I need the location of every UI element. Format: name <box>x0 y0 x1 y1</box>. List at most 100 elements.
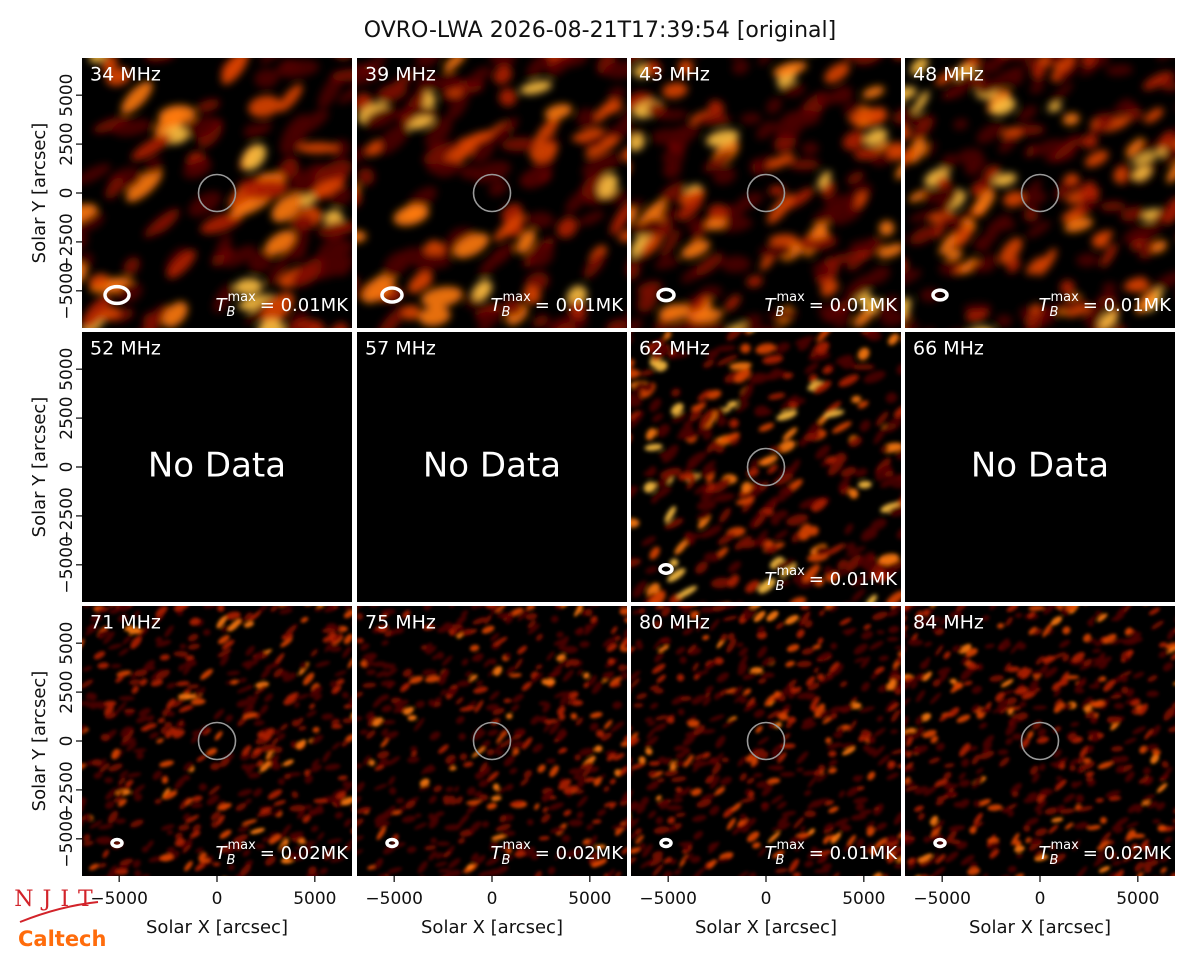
emission-blob <box>588 835 598 848</box>
emission-blob <box>183 660 193 676</box>
emission-blob <box>606 753 616 762</box>
emission-blob <box>462 628 473 636</box>
tb-max-label: TBmax = 0.02MK <box>1039 838 1173 868</box>
emission-blob <box>813 667 819 674</box>
emission-blob <box>1096 840 1110 851</box>
emission-blob <box>956 876 973 886</box>
emission-blob <box>1142 859 1159 868</box>
emission-blob <box>548 802 564 811</box>
x-tick-label: 5000 <box>293 889 336 909</box>
emission-blob <box>568 819 583 827</box>
emission-blob <box>164 625 174 638</box>
emission-blob <box>363 755 372 766</box>
emission-blob <box>519 172 543 189</box>
emission-blob <box>827 457 845 476</box>
tb-subscript: B <box>502 305 511 320</box>
emission-blob <box>576 811 584 819</box>
emission-blob <box>649 877 660 885</box>
emission-blob <box>682 786 692 795</box>
emission-blob <box>297 808 306 820</box>
emission-blob <box>1121 675 1128 683</box>
emission-blob <box>331 719 341 725</box>
emission-blob <box>455 697 464 705</box>
emission-blob <box>357 849 364 858</box>
emission-blob <box>1078 66 1096 76</box>
emission-blob <box>604 60 627 79</box>
emission-blob <box>743 702 758 712</box>
emission-blob <box>418 785 431 791</box>
solar-disk <box>472 173 512 213</box>
emission-blob <box>682 747 691 755</box>
emission-blob <box>237 677 247 683</box>
emission-blob <box>341 796 352 806</box>
emission-blob <box>592 819 602 824</box>
emission-blob <box>938 672 948 683</box>
emission-blob <box>656 778 665 783</box>
emission-blob <box>675 787 683 792</box>
emission-blob <box>1174 96 1194 113</box>
emission-blob <box>555 606 565 610</box>
emission-blob <box>466 863 474 870</box>
emission-blob <box>1099 676 1107 682</box>
emission-blob <box>720 432 740 443</box>
emission-blob <box>415 58 441 69</box>
emission-blob <box>1044 667 1058 678</box>
beam <box>656 287 676 303</box>
emission-blob <box>989 675 1004 682</box>
emission-blob <box>1177 620 1191 629</box>
emission-blob <box>891 482 901 489</box>
emission-blob <box>923 785 938 797</box>
emission-blob <box>872 611 888 621</box>
emission-blob <box>190 698 206 706</box>
emission-blob <box>816 332 833 343</box>
emission-blob <box>375 670 388 678</box>
emission-blob <box>565 875 581 886</box>
emission-blob <box>782 427 798 441</box>
emission-blob <box>687 451 707 467</box>
emission-blob <box>657 756 666 764</box>
emission-blob <box>905 767 916 773</box>
emission-blob <box>792 872 801 876</box>
emission-blob <box>885 392 898 404</box>
emission-blob <box>885 700 897 713</box>
emission-blob <box>211 246 233 267</box>
emission-blob <box>139 678 148 686</box>
emission-blob <box>905 785 919 792</box>
emission-blob <box>250 827 265 835</box>
emission-blob <box>762 355 784 365</box>
emission-blob <box>1090 717 1098 724</box>
emission-blob <box>241 745 252 756</box>
emission-blob <box>314 606 324 612</box>
emission-blob <box>567 691 579 700</box>
emission-blob <box>664 769 679 777</box>
emission-blob <box>949 219 965 235</box>
emission-blob <box>981 615 990 622</box>
emission-blob <box>1162 766 1173 779</box>
emission-blob <box>622 821 627 831</box>
emission-blob <box>829 606 839 613</box>
emission-blob <box>264 662 280 670</box>
emission-blob <box>1027 792 1039 800</box>
emission-blob <box>114 868 129 875</box>
emission-blob <box>706 216 727 231</box>
emission-blob <box>559 691 571 706</box>
emission-blob <box>597 878 610 890</box>
emission-blob <box>801 236 838 252</box>
emission-blob <box>387 756 401 766</box>
emission-blob <box>442 622 452 629</box>
emission-blob <box>134 870 142 876</box>
emission-blob <box>203 728 212 736</box>
emission-blob <box>742 672 757 680</box>
emission-blob <box>544 719 558 724</box>
emission-blob <box>874 666 885 674</box>
emission-blob <box>219 844 233 854</box>
emission-blob <box>714 443 725 453</box>
emission-blob <box>384 731 399 740</box>
emission-blob <box>644 717 654 723</box>
emission-blob <box>1032 705 1047 710</box>
emission-blob <box>357 230 367 243</box>
emission-blob <box>145 157 163 175</box>
solar-disk <box>746 173 786 213</box>
emission-blob <box>971 685 982 694</box>
